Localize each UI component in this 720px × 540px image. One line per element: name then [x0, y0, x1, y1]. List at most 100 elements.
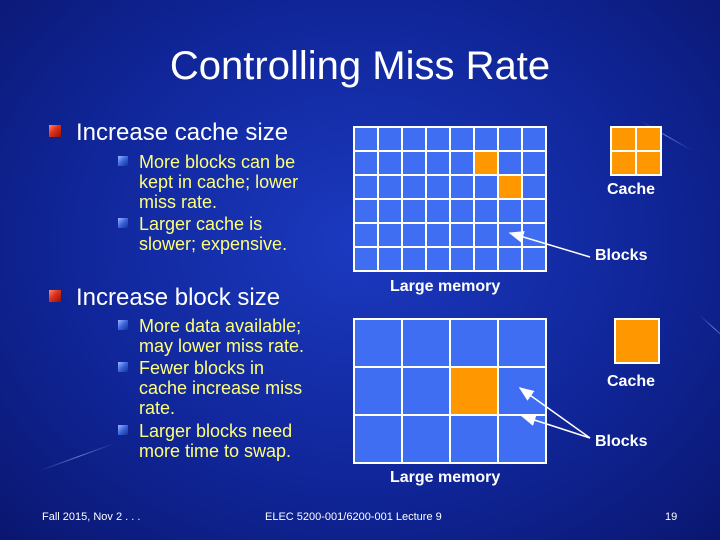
sub-bullet-marker-icon — [118, 362, 128, 372]
memory-block — [450, 127, 474, 151]
memory-block — [450, 151, 474, 175]
sub-bullet-marker-icon — [118, 156, 128, 166]
sub-bullet-line: may lower miss rate. — [139, 336, 305, 356]
large-memory-grid — [353, 318, 547, 464]
sub-bullet-line: Larger cache is — [139, 214, 263, 234]
memory-block — [402, 151, 426, 175]
memory-block — [498, 151, 522, 175]
memory-block — [378, 151, 402, 175]
memory-block — [522, 175, 546, 199]
sub-bullet-marker-icon — [118, 218, 128, 228]
sub-bullet-line: More data available; — [139, 316, 302, 336]
blocks-label: Blocks — [595, 433, 648, 450]
memory-block — [474, 223, 498, 247]
cache-grid — [610, 126, 662, 176]
cache-block — [615, 319, 659, 363]
sub-bullet: More data available; may lower miss rate… — [118, 316, 305, 356]
bullet-increase-block-size: Increase block size — [49, 284, 281, 312]
memory-block — [402, 199, 426, 223]
memory-block — [354, 319, 402, 367]
bullet-marker-icon — [49, 290, 61, 302]
memory-block — [402, 367, 450, 415]
memory-block-highlighted — [450, 367, 498, 415]
sub-bullet-line: kept in cache; lower — [139, 172, 299, 192]
sub-bullet-line: miss rate. — [139, 192, 218, 212]
sub-bullet: Larger cache is slower; expensive. — [118, 214, 288, 254]
footer-course: ELEC 5200-001/6200-001 Lecture 9 — [265, 511, 442, 523]
cache-label: Cache — [607, 181, 656, 198]
sub-bullet-marker-icon — [118, 320, 128, 330]
memory-block — [426, 151, 450, 175]
memory-block — [426, 247, 450, 271]
memory-block — [378, 127, 402, 151]
memory-block — [450, 199, 474, 223]
blocks-arrow — [508, 231, 591, 258]
cache-block — [636, 151, 661, 175]
memory-block — [402, 319, 450, 367]
memory-block — [354, 199, 378, 223]
memory-block — [402, 223, 426, 247]
cache-block — [636, 127, 661, 151]
sub-bullet: Larger blocks need more time to swap. — [118, 421, 293, 461]
memory-block — [450, 415, 498, 463]
memory-block — [354, 415, 402, 463]
memory-block-highlighted — [474, 151, 498, 175]
cache-grid — [614, 318, 660, 364]
bullet-text: Increase block size — [76, 284, 281, 311]
large-memory-label: Large memory — [390, 278, 501, 295]
memory-block — [402, 127, 426, 151]
memory-block — [426, 199, 450, 223]
memory-block — [474, 199, 498, 223]
memory-block — [522, 127, 546, 151]
cache-block — [611, 127, 636, 151]
sub-bullet-marker-icon — [118, 425, 128, 435]
large-memory-grid — [353, 126, 547, 272]
sub-bullet-line: rate. — [139, 398, 176, 418]
memory-block — [474, 175, 498, 199]
memory-block — [474, 127, 498, 151]
memory-block — [354, 367, 402, 415]
memory-block — [354, 175, 378, 199]
sub-bullet: Fewer blocks in cache increase miss rate… — [118, 358, 303, 418]
memory-block — [522, 151, 546, 175]
memory-block — [498, 247, 522, 271]
memory-block — [426, 223, 450, 247]
bullet-text: Increase cache size — [76, 119, 289, 146]
memory-block — [402, 175, 426, 199]
blocks-arrow — [520, 414, 591, 439]
memory-block — [354, 247, 378, 271]
large-memory-label: Large memory — [390, 469, 501, 486]
blocks-label: Blocks — [595, 247, 648, 264]
sub-bullet-line: more time to swap. — [139, 441, 292, 461]
memory-block — [474, 247, 498, 271]
memory-block — [522, 247, 546, 271]
memory-block — [378, 247, 402, 271]
memory-block — [378, 199, 402, 223]
memory-block-highlighted — [498, 175, 522, 199]
sub-bullet: More blocks can be kept in cache; lower … — [118, 152, 299, 212]
memory-block — [498, 199, 522, 223]
cache-block — [611, 151, 636, 175]
memory-block — [354, 127, 378, 151]
memory-block — [378, 175, 402, 199]
memory-block — [354, 223, 378, 247]
memory-block — [450, 175, 474, 199]
slide-number: 19 — [665, 511, 678, 523]
sub-bullet-line: More blocks can be — [139, 152, 296, 172]
memory-block — [522, 199, 546, 223]
memory-block — [402, 247, 426, 271]
memory-block — [450, 247, 474, 271]
sub-bullet-line: slower; expensive. — [139, 234, 288, 254]
memory-block — [450, 223, 474, 247]
memory-block — [450, 319, 498, 367]
sub-bullet-line: Fewer blocks in — [139, 358, 265, 378]
memory-block — [498, 319, 546, 367]
sub-bullet-line: Larger blocks need — [139, 421, 293, 441]
memory-block — [378, 223, 402, 247]
bullet-marker-icon — [49, 125, 61, 137]
sub-bullet-line: cache increase miss — [139, 378, 303, 398]
bullet-increase-cache-size: Increase cache size — [49, 119, 289, 147]
memory-block — [354, 151, 378, 175]
memory-block — [402, 415, 450, 463]
